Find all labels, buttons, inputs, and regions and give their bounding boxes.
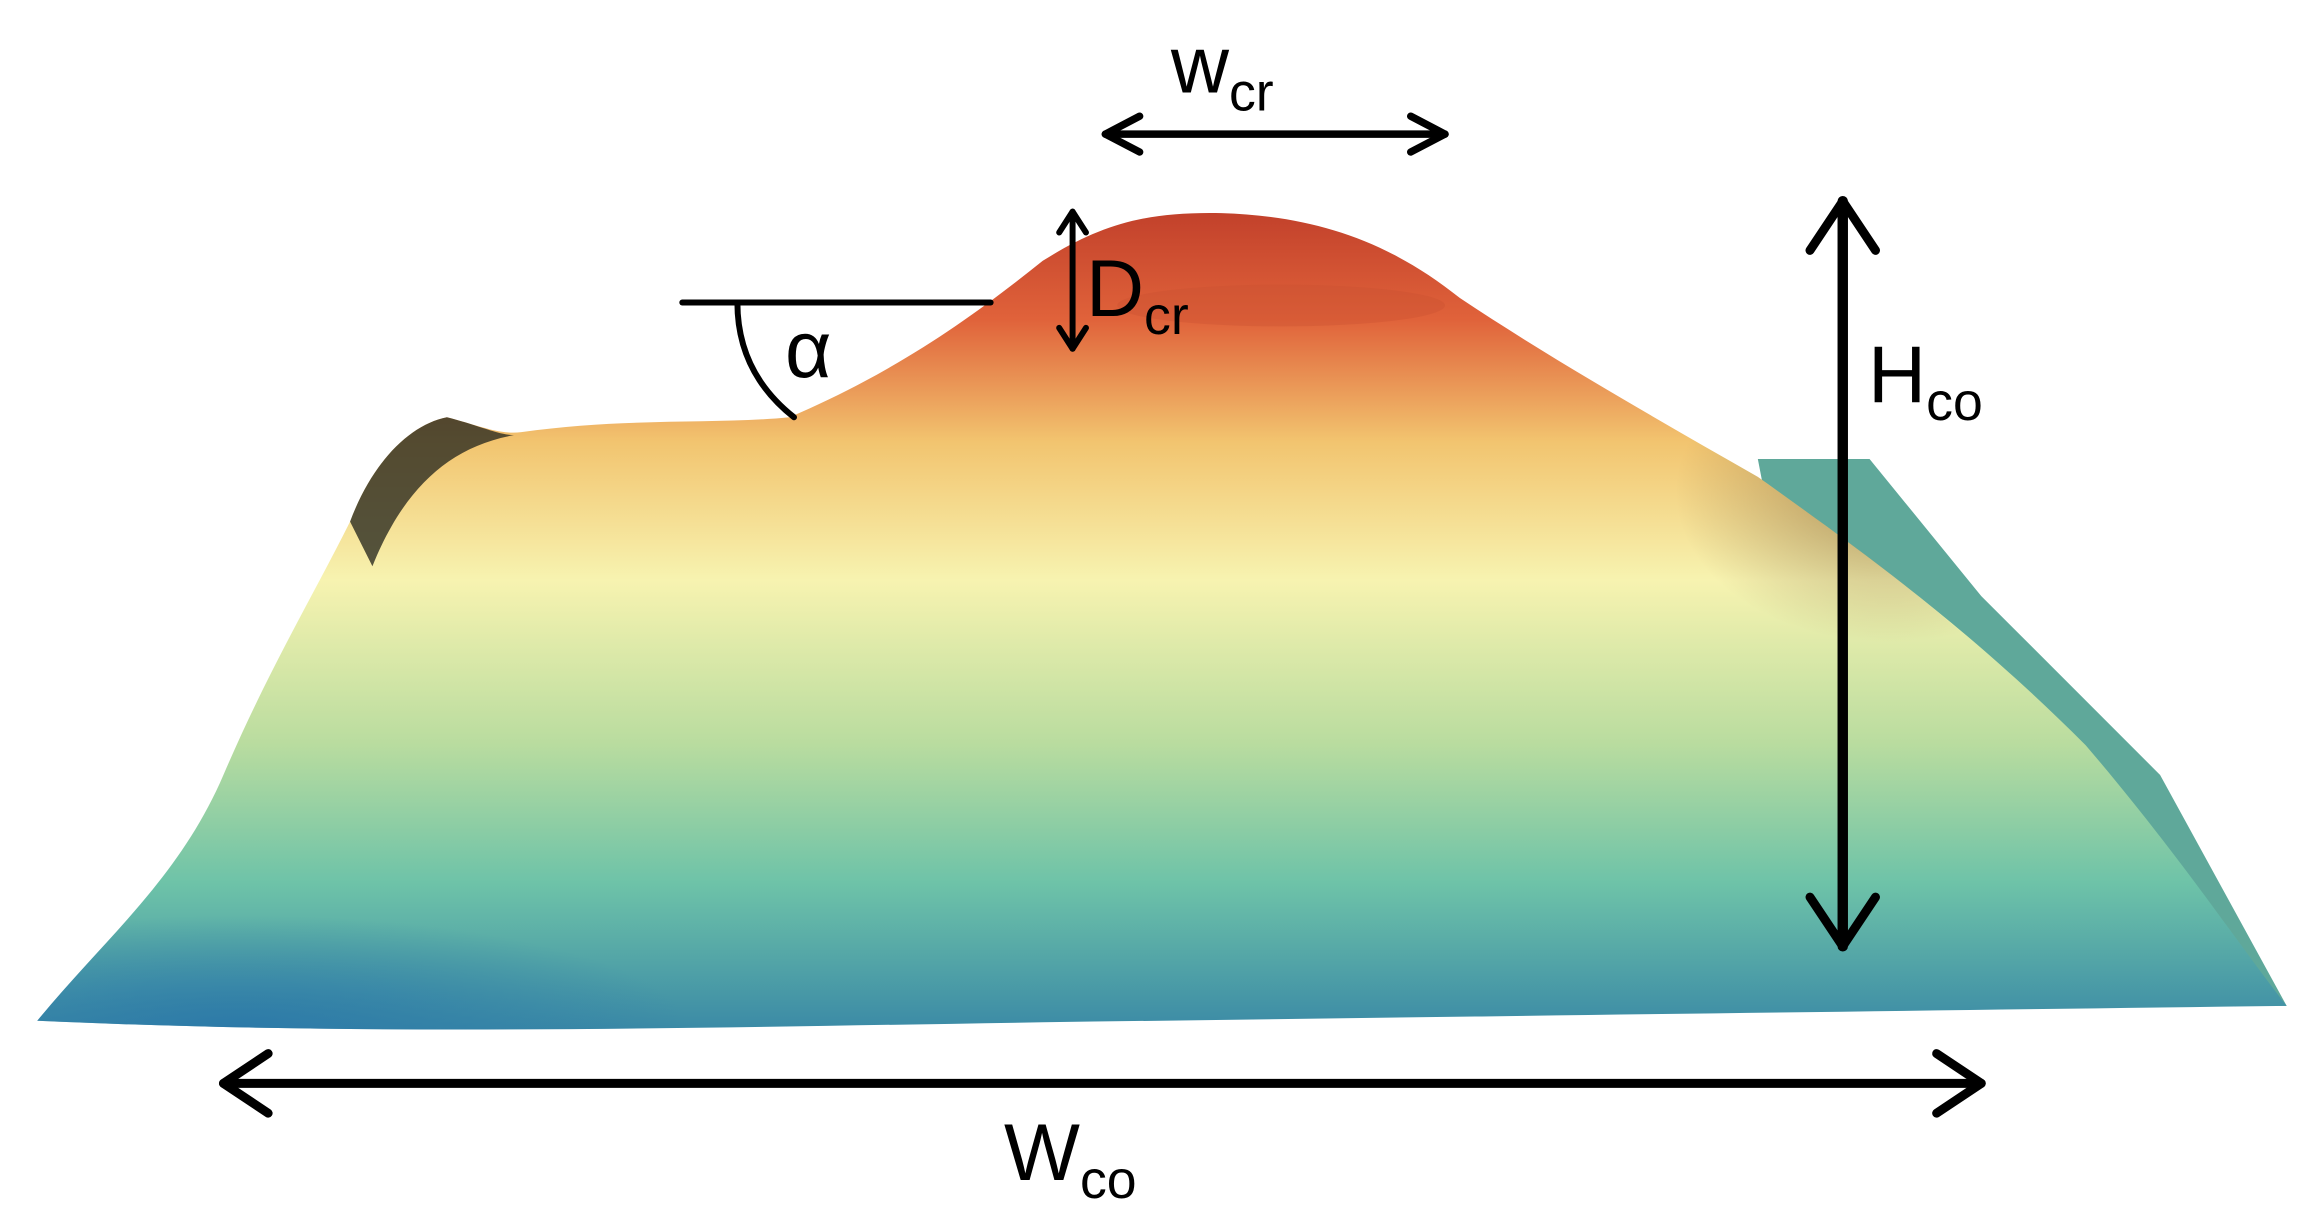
arrow-head [1805,892,1880,951]
h-co-label: Hco [1868,330,1983,432]
arrow-head [1805,196,1880,255]
label-sub: co [1926,372,1983,432]
arrow-head [1056,324,1089,352]
arrow-head [1056,208,1089,236]
cone [37,212,2287,1030]
label-main: D [1086,244,1144,334]
cone-shade [1400,298,2012,729]
w-cr-label: wcr [1170,20,1274,122]
slope-angle [679,299,994,421]
alpha-label: α [785,305,832,395]
crater [1117,284,1445,327]
w-co-label: Wco [1004,1108,1137,1210]
arrow-head [1407,112,1449,156]
cone-shadow [37,774,1043,1030]
angle-arc [734,299,797,421]
arrow-head [1101,112,1144,156]
label-sub: co [1080,1150,1137,1210]
w-co-arrow [218,1049,1986,1118]
d-cr-arrow [1056,208,1089,352]
arrow-head [1932,1049,1986,1118]
label-sub: cr [1144,286,1189,346]
d-cr-label: Dcr [1086,244,1189,346]
label-sub: cr [1229,62,1274,122]
arrow-head [218,1049,273,1118]
w-cr-arrow [1101,112,1449,156]
label-main: H [1868,330,1926,420]
label-main: w [1170,20,1230,110]
volcano [37,212,2287,1030]
label-main: W [1004,1108,1080,1198]
h-co-arrow [1805,195,1880,952]
rim-shadow [350,417,514,567]
